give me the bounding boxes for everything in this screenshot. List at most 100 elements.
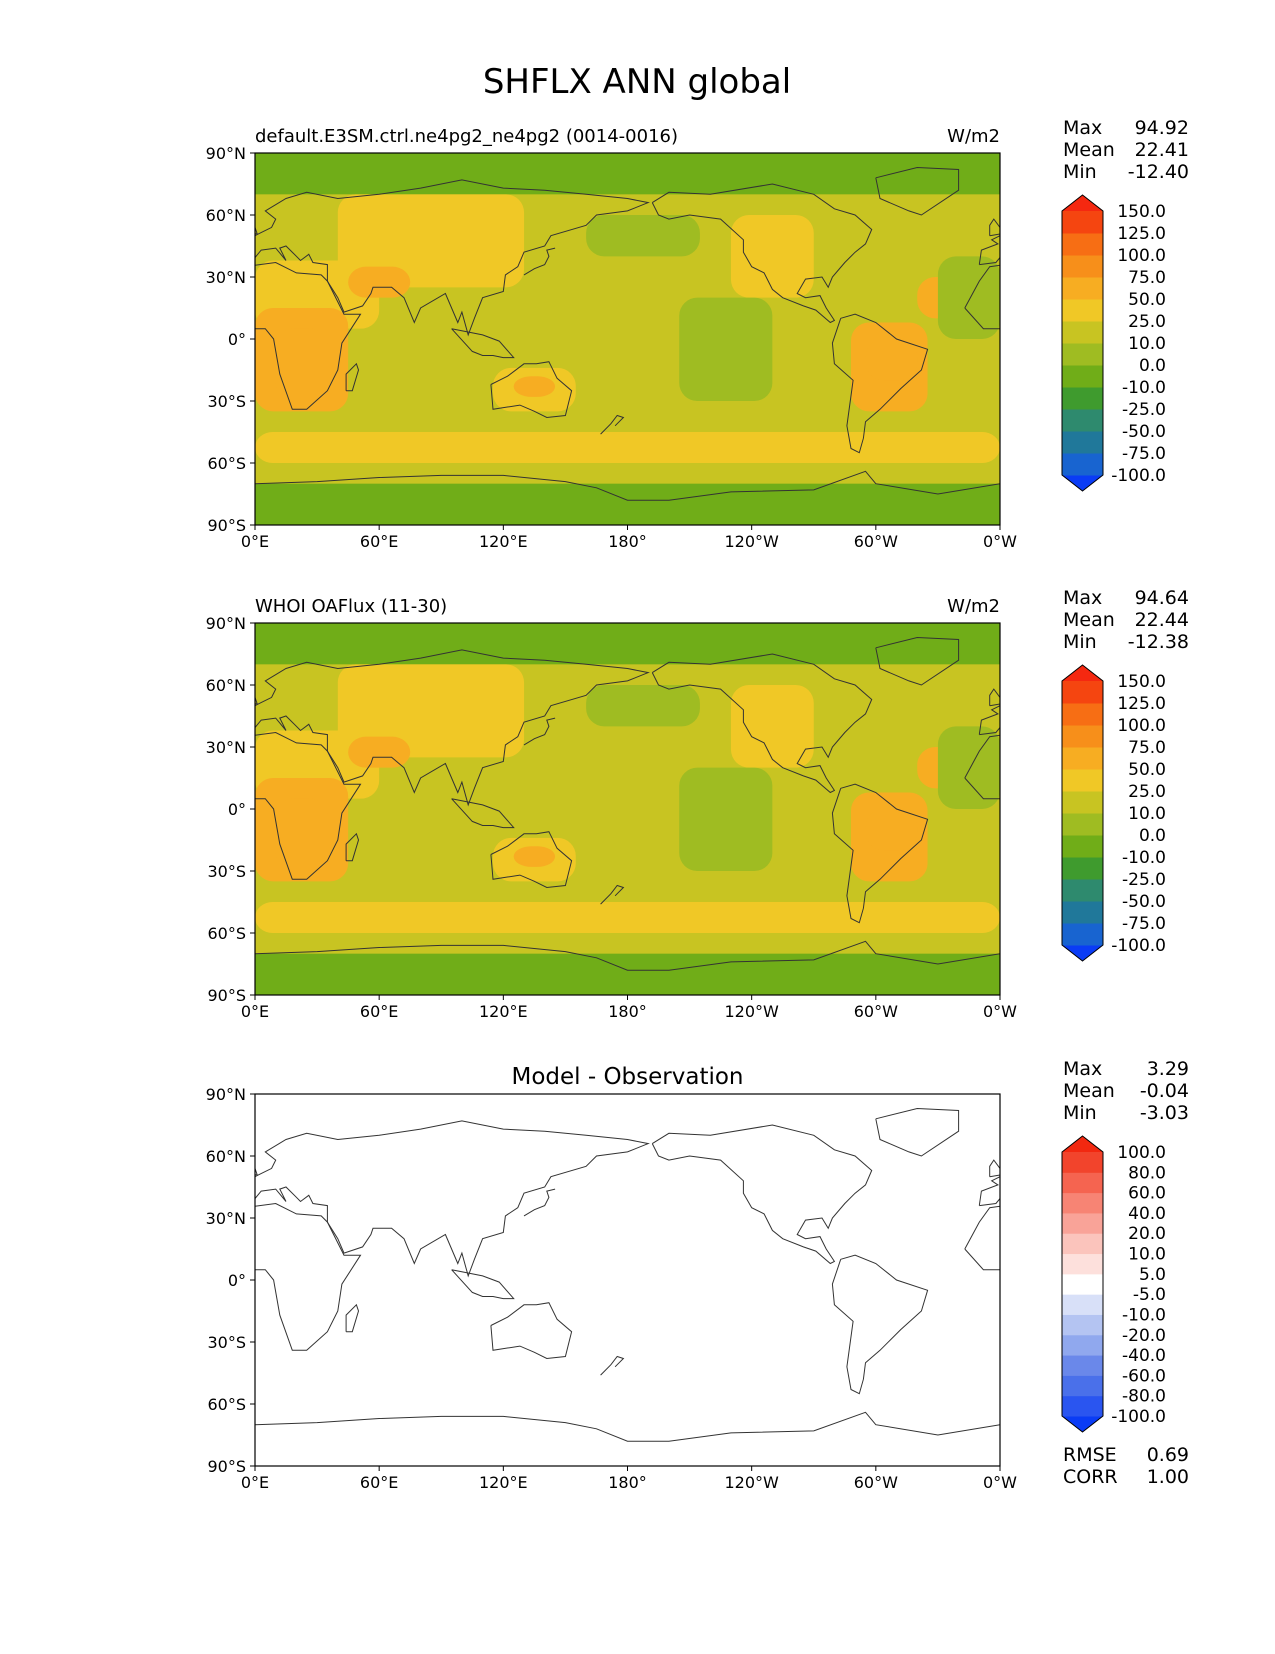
y-tick-label: 30°S bbox=[207, 1333, 246, 1352]
panel-title: default.E3SM.ctrl.ne4pg2_ne4pg2 (0014-00… bbox=[255, 126, 678, 147]
colorbar-label: -80.0 bbox=[1122, 1387, 1166, 1407]
stat-value-max: 3.29 bbox=[1147, 1058, 1189, 1080]
stat-label-min: Min bbox=[1063, 161, 1097, 183]
colorbar-segment bbox=[1062, 791, 1103, 814]
colorbar: -100.0-80.0-60.0-40.0-20.0-10.0-5.05.010… bbox=[1061, 1135, 1166, 1433]
coast-n_america bbox=[651, 1124, 873, 1265]
stat-value-mean: 22.41 bbox=[1135, 139, 1189, 161]
coast-greenland bbox=[875, 636, 960, 686]
colorbar-label: 150.0 bbox=[1117, 202, 1166, 222]
colorbar-label: 40.0 bbox=[1128, 1204, 1166, 1224]
colorbar-segment bbox=[1062, 409, 1103, 432]
coast-africa bbox=[255, 261, 362, 410]
colorbar-label: 50.0 bbox=[1128, 760, 1166, 780]
colorbar-segment bbox=[1062, 1294, 1103, 1315]
field-region-14 bbox=[937, 256, 1000, 339]
panel-title: Model - Observation bbox=[511, 1064, 743, 1090]
y-tick-label: 60°S bbox=[207, 1395, 246, 1414]
coast-n_america bbox=[651, 183, 873, 324]
colorbar-segment bbox=[1062, 725, 1103, 748]
colorbar-label: 125.0 bbox=[1117, 224, 1166, 244]
panels: 0°E 60°E 120°E 180° 120°W 60°W 0°W 90°N 60°N 30°N… bbox=[206, 117, 1275, 1492]
colorbar-segment bbox=[1062, 365, 1103, 388]
colorbar-segment bbox=[1062, 857, 1103, 880]
colorbar-extend-min bbox=[1062, 1416, 1103, 1432]
coastlines bbox=[255, 166, 1275, 501]
coast-indonesia bbox=[1197, 1270, 1259, 1299]
coast-greenland bbox=[875, 166, 960, 216]
colorbar-label: 75.0 bbox=[1128, 738, 1166, 758]
coast-indonesia bbox=[451, 798, 515, 829]
colorbar-outline bbox=[1061, 1135, 1104, 1433]
y-tick-label: 90°N bbox=[206, 614, 246, 633]
x-tick-label: 60°E bbox=[360, 532, 398, 551]
colorbar-label: 100.0 bbox=[1117, 1143, 1166, 1163]
coast-antarctica bbox=[255, 1411, 1000, 1442]
coast-uk bbox=[989, 688, 1000, 707]
field-region-2 bbox=[275, 798, 328, 871]
colorbar-label: -50.0 bbox=[1122, 892, 1166, 912]
colorbar-label: 10.0 bbox=[1128, 334, 1166, 354]
stat-value-min: -3.03 bbox=[1140, 1102, 1189, 1124]
coast-europe_asia bbox=[255, 1120, 650, 1278]
x-tick-label: 0°W bbox=[983, 1002, 1017, 1021]
map-field bbox=[255, 623, 1000, 995]
stat-value-max: 94.64 bbox=[1135, 587, 1189, 609]
coast-new_zealand bbox=[600, 884, 625, 905]
y-tick-label: 60°S bbox=[207, 454, 246, 473]
coast-australia bbox=[490, 1302, 573, 1360]
colorbar-segment bbox=[1062, 835, 1103, 858]
x-tick-label: 120°E bbox=[479, 1002, 528, 1021]
y-tick-label: 90°N bbox=[206, 144, 246, 163]
coast-s_america bbox=[831, 783, 929, 924]
stat-value-min: -12.38 bbox=[1128, 631, 1189, 653]
colorbar-label: -20.0 bbox=[1122, 1326, 1166, 1346]
colorbar: -100.0-75.0-50.0-25.0-10.00.010.025.050.… bbox=[1061, 664, 1166, 962]
map-background bbox=[255, 1094, 1000, 1466]
coast-japan bbox=[523, 717, 556, 746]
coast-japan bbox=[1269, 248, 1275, 275]
colorbar-segment bbox=[1062, 1355, 1103, 1376]
colorbar-label: 10.0 bbox=[1128, 1245, 1166, 1265]
field-region-4 bbox=[348, 266, 411, 298]
y-tick-label: 90°S bbox=[207, 1457, 246, 1476]
stat-label-max: Max bbox=[1063, 587, 1102, 609]
y-tick-label: 30°S bbox=[207, 862, 246, 881]
colorbar-segment bbox=[1062, 769, 1103, 792]
x-tick-label: 0°E bbox=[241, 1002, 269, 1021]
colorbar-segment bbox=[1062, 901, 1103, 924]
stat-value-mean: -0.04 bbox=[1140, 1080, 1189, 1102]
x-tick-label: 120°W bbox=[724, 1002, 779, 1021]
x-tick-label: 180° bbox=[608, 532, 647, 551]
colorbar-segment bbox=[1062, 1314, 1103, 1336]
coast-new_zealand bbox=[600, 1355, 625, 1376]
y-tick-label: 30°N bbox=[206, 268, 246, 287]
field-region-10 bbox=[679, 767, 773, 871]
colorbar-segment bbox=[1062, 1192, 1103, 1214]
coast-indonesia bbox=[451, 1269, 515, 1300]
stat-label-rmse: RMSE bbox=[1063, 1444, 1117, 1466]
colorbar-label: -10.0 bbox=[1122, 378, 1166, 398]
coast-australia bbox=[1236, 832, 1275, 888]
colorbar-segment bbox=[1062, 813, 1103, 836]
field-region-3 bbox=[337, 194, 525, 288]
field-region-2 bbox=[275, 328, 328, 401]
panel-reference: 0°E 60°E 120°E 180° 120°W 60°W 0°W 90°N 60°N 30°N… bbox=[206, 587, 1275, 1021]
colorbar-segment bbox=[1062, 1233, 1103, 1255]
arctic-band bbox=[255, 153, 1000, 195]
antarctic-band bbox=[255, 483, 1000, 525]
coast-madagascar bbox=[345, 832, 360, 862]
panel-difference: 0°E 60°E 120°E 180° 120°W 60°W 0°W 90°N 60°N 30°N… bbox=[206, 1058, 1275, 1492]
colorbar-segment bbox=[1062, 387, 1103, 410]
colorbar-segment bbox=[1062, 233, 1103, 256]
coast-japan bbox=[1269, 1189, 1275, 1216]
x-tick-label: 0°W bbox=[983, 532, 1017, 551]
coast-antarctica bbox=[255, 470, 1000, 501]
colorbar-segment bbox=[1062, 255, 1103, 278]
colorbar-segment bbox=[1062, 747, 1103, 770]
coast-indonesia bbox=[1197, 799, 1259, 828]
colorbar-label: -25.0 bbox=[1122, 400, 1166, 420]
field-region-12 bbox=[255, 902, 1000, 933]
panel-title: WHOI OAFlux (11-30) bbox=[255, 596, 447, 617]
coast-australia bbox=[490, 361, 573, 419]
